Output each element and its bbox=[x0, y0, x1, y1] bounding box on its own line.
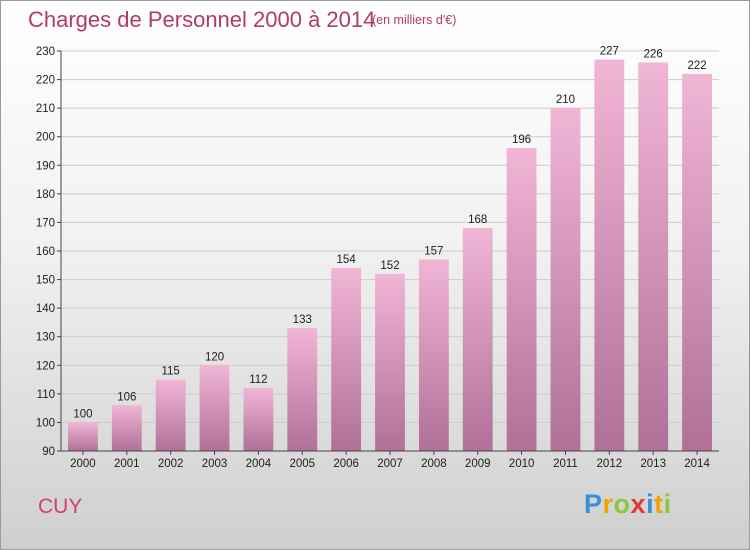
bar bbox=[331, 268, 362, 451]
value-label: 154 bbox=[337, 254, 357, 266]
value-label: 106 bbox=[117, 391, 136, 403]
logo-letter: i bbox=[663, 489, 672, 519]
commune-name: CUY bbox=[38, 495, 83, 518]
value-label: 227 bbox=[600, 46, 619, 58]
bar bbox=[155, 379, 186, 451]
y-tick-label: 220 bbox=[36, 75, 55, 87]
x-tick-label: 2011 bbox=[553, 458, 578, 470]
y-tick-label: 150 bbox=[36, 275, 55, 287]
y-tick-label: 180 bbox=[36, 189, 55, 201]
value-label: 210 bbox=[556, 94, 575, 106]
x-tick-label: 2012 bbox=[597, 458, 623, 470]
x-tick-label: 2004 bbox=[246, 458, 272, 470]
value-label: 168 bbox=[468, 214, 487, 226]
value-labels: 100 106 115 120 112 133 154 152 157 168 196 210 227 2… bbox=[73, 46, 706, 421]
value-label: 120 bbox=[205, 351, 224, 363]
x-tick-label: 2000 bbox=[70, 458, 96, 470]
bar bbox=[550, 108, 581, 452]
bar bbox=[462, 228, 493, 451]
bars bbox=[68, 59, 712, 452]
logo-letter: x bbox=[630, 489, 647, 519]
x-tick-label: 2005 bbox=[289, 458, 315, 470]
value-label: 112 bbox=[249, 374, 267, 386]
y-tick-label: 90 bbox=[42, 446, 55, 458]
value-label: 157 bbox=[424, 246, 443, 258]
bar bbox=[506, 148, 537, 451]
value-label: 196 bbox=[512, 134, 531, 146]
chart-title: Charges de Personnel 2000 à 2014 bbox=[28, 7, 376, 32]
bar bbox=[594, 59, 625, 451]
x-tick-label: 2003 bbox=[202, 458, 228, 470]
x-tick-label: 2014 bbox=[684, 458, 710, 470]
x-tick-label: 2008 bbox=[421, 458, 447, 470]
logo-letter: t bbox=[654, 489, 664, 519]
proxiti-logo: Proxiti bbox=[584, 489, 672, 520]
logo-letter: o bbox=[613, 489, 631, 519]
logo-letter: i bbox=[646, 489, 655, 519]
y-tick-label: 200 bbox=[36, 132, 55, 144]
x-tick-label: 2010 bbox=[509, 458, 535, 470]
y-tick-label: 140 bbox=[36, 303, 55, 315]
bar bbox=[199, 365, 230, 451]
value-label: 152 bbox=[380, 260, 399, 272]
bar bbox=[243, 388, 274, 451]
y-tick-label: 160 bbox=[36, 246, 55, 258]
x-tick-label: 2007 bbox=[377, 458, 403, 470]
x-axis-ticks: 2000 2001 2002 2003 2004 2005 2006 2007 2008 2009… bbox=[70, 451, 710, 470]
bar bbox=[375, 273, 405, 451]
y-tick-label: 100 bbox=[36, 417, 55, 429]
y-axis-ticks: 90 100 110 120 130 140 150 160 170 180 190 200 210 22… bbox=[36, 46, 61, 458]
y-tick-label: 170 bbox=[36, 217, 55, 229]
x-tick-label: 2009 bbox=[465, 458, 491, 470]
bar bbox=[418, 259, 449, 451]
bar bbox=[287, 328, 318, 451]
y-tick-label: 130 bbox=[36, 332, 55, 344]
bar bbox=[111, 405, 142, 451]
y-tick-label: 210 bbox=[36, 103, 55, 115]
value-label: 100 bbox=[73, 408, 92, 420]
y-tick-label: 190 bbox=[36, 160, 55, 172]
y-tick-label: 230 bbox=[36, 46, 55, 58]
value-label: 133 bbox=[293, 314, 312, 326]
axes bbox=[60, 51, 719, 452]
logo-letter: P bbox=[584, 489, 603, 519]
logo-letter: r bbox=[602, 489, 614, 519]
x-tick-label: 2001 bbox=[114, 458, 140, 470]
value-label: 226 bbox=[644, 48, 663, 60]
chart-subtitle: (en milliers d'€) bbox=[372, 13, 457, 27]
x-tick-label: 2006 bbox=[333, 458, 359, 470]
bar bbox=[68, 422, 98, 451]
bar bbox=[682, 73, 712, 451]
y-tick-label: 110 bbox=[37, 389, 55, 401]
value-label: 222 bbox=[687, 60, 706, 72]
bar bbox=[638, 62, 669, 452]
x-tick-label: 2002 bbox=[158, 458, 184, 470]
y-tick-label: 120 bbox=[36, 360, 55, 372]
value-label: 115 bbox=[161, 366, 179, 378]
x-tick-label: 2013 bbox=[640, 458, 666, 470]
